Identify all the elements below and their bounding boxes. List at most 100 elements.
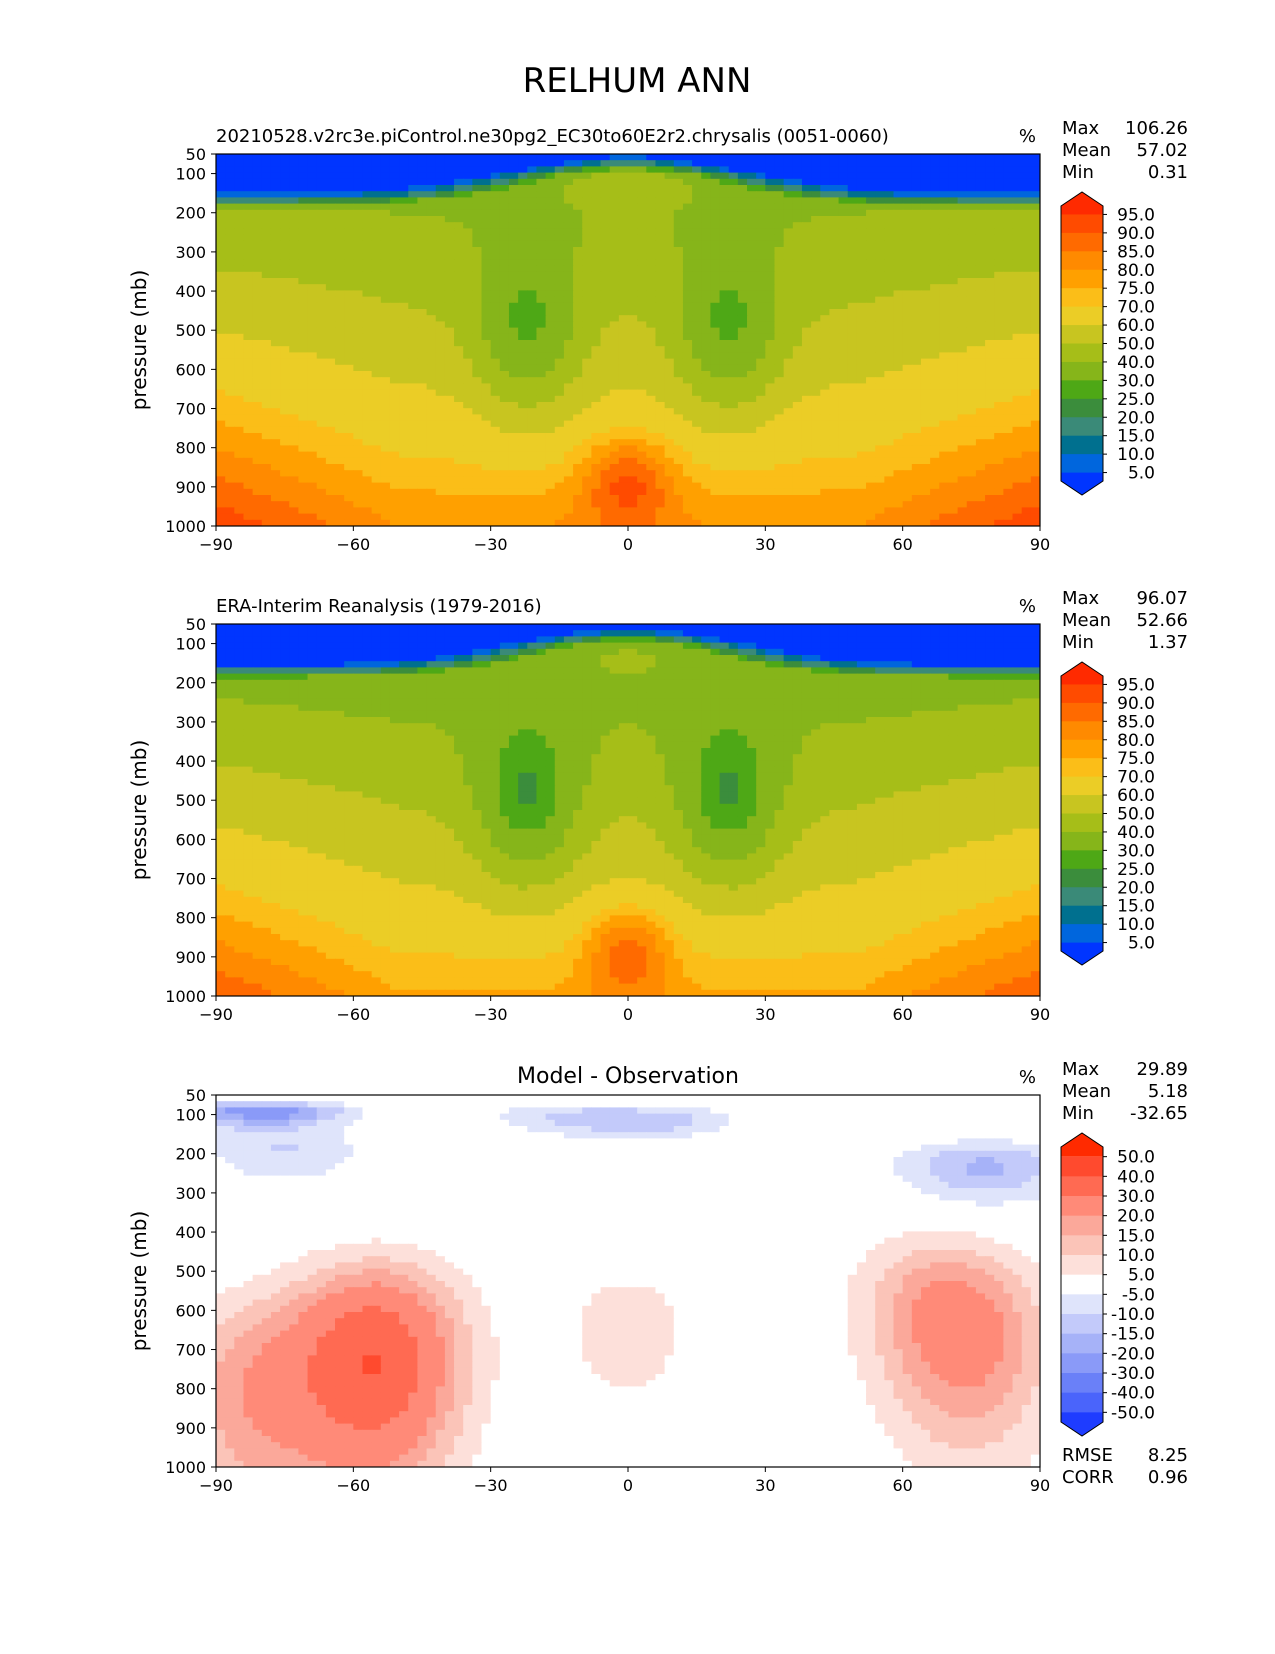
contour-cell [225,470,235,477]
contour-cell [856,209,867,217]
contour-cell [618,240,629,248]
contour-cell [811,240,821,248]
contour-cell [765,228,776,236]
contour-cell [994,333,1004,341]
contour-cell [490,377,501,384]
contour-cell [225,352,235,360]
contour-cell [884,259,895,267]
contour-cell [1003,234,1014,242]
contour-cell [371,259,382,267]
contour-cell [737,203,748,211]
contour-cell [701,265,711,273]
contour-cell [1012,451,1023,459]
contour-cell [920,309,931,316]
contour-cell [499,278,510,285]
contour-cell [600,265,611,273]
contour-cell [902,271,913,279]
contour-cell [481,191,492,198]
contour-cell [893,321,904,329]
contour-cell [792,389,803,397]
contour-cell [316,476,327,484]
contour-cell [518,488,528,496]
contour-cell [563,408,574,415]
contour-cell [472,364,483,372]
contour-cell [270,352,281,360]
contour-cell [985,476,995,484]
contour-cell [847,259,858,267]
contour-cell [710,191,721,198]
contour-cell [692,439,702,446]
contour-cell [243,457,254,465]
contour-cell [371,234,382,242]
contour-cell [1003,445,1014,453]
contour-cell [856,333,867,341]
contour-cell [966,464,977,471]
contour-cell [1030,247,1040,254]
contour-cell [1030,271,1040,279]
contour-cell [975,433,986,440]
contour-cell [335,302,345,310]
contour-cell [490,340,501,347]
contour-cell [765,383,776,391]
contour-cell [600,482,611,490]
contour-cell [353,172,364,180]
contour-cell [783,309,794,316]
contour-cell [911,389,922,397]
contour-cell [783,445,794,453]
contour-cell [902,451,913,459]
contour-cell [243,185,254,192]
contour-cell [939,377,950,384]
contour-cell [1012,259,1023,267]
contour-cell [307,253,318,260]
contour-cell [747,271,757,279]
contour-cell [298,172,309,180]
contour-cell [573,457,583,465]
contour-cell [710,457,721,465]
contour-cell [399,265,409,273]
contour-cell [737,209,748,217]
contour-cell [481,284,492,291]
contour-cell [362,433,373,440]
contour-cell [527,315,538,322]
contour-cell [243,389,254,397]
contour-cell [637,321,647,329]
contour-cell [628,185,638,192]
contour-cell [783,358,794,366]
contour-cell [426,160,437,167]
contour-cell [682,154,693,161]
contour-cell [600,302,611,310]
contour-cell [719,166,730,174]
contour-cell [710,228,721,236]
contour-cell [948,445,959,453]
contour-cell [389,340,400,347]
contour-cell [646,191,657,198]
contour-cell [957,445,968,453]
contour-cell [600,160,611,167]
contour-cell [618,476,629,484]
contour-cell [545,346,556,353]
contour-cell [234,377,245,384]
contour-cell [600,284,611,291]
contour-cell [847,426,858,434]
contour-cell [591,216,602,223]
contour-cell [435,402,446,409]
contour-cell [371,185,382,192]
contour-cell [829,278,840,285]
contour-cell [1030,426,1040,434]
contour-cell [371,296,382,304]
contour-cell [435,445,446,453]
contour-cell [719,451,730,459]
contour-cell [1003,309,1014,316]
contour-cell [426,340,437,347]
contour-cell [1003,265,1014,273]
contour-cell [216,222,226,229]
contour-cell [270,383,281,391]
contour-cell [371,433,382,440]
contour-cell [875,414,885,422]
contour-cell [966,309,977,316]
contour-cell [252,402,263,409]
contour-cell [756,234,766,242]
contour-cell [628,464,638,471]
contour-cell [216,402,226,409]
contour-cell [399,389,409,397]
